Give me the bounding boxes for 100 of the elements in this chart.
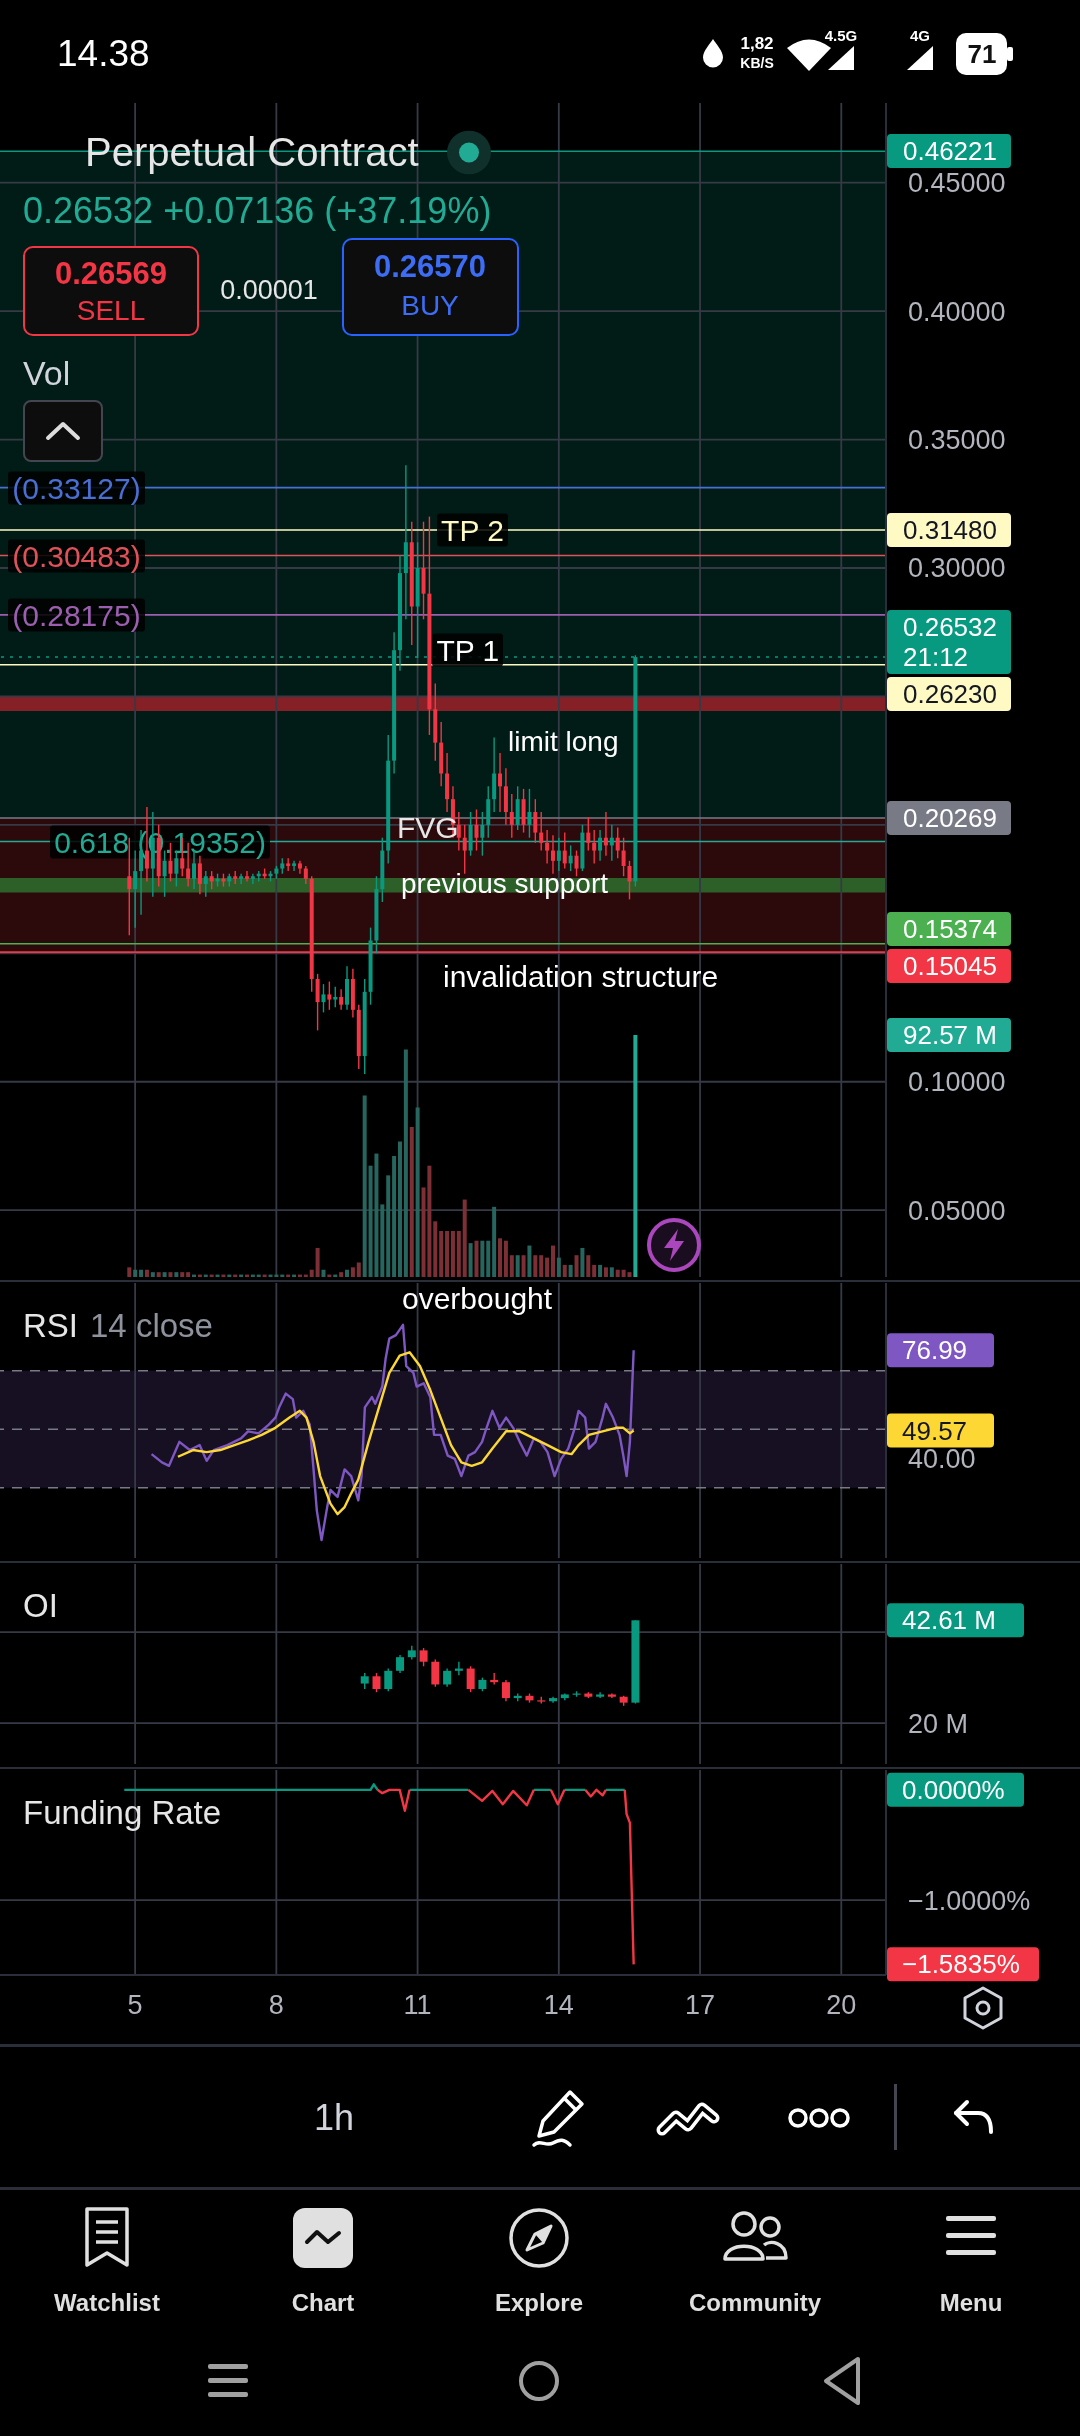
bar	[586, 1255, 591, 1277]
bar	[521, 1255, 526, 1277]
bar	[562, 1264, 567, 1277]
bar	[397, 1141, 402, 1277]
ref-line-label: 0.26532 21:12	[903, 612, 997, 673]
candlestick	[627, 860, 632, 901]
annotation: (0.30483)	[8, 539, 145, 573]
candlestick	[339, 988, 344, 1011]
line-series	[176, 1351, 635, 1516]
bar	[474, 1240, 479, 1277]
bar	[433, 1221, 438, 1277]
text: KB/S	[740, 55, 774, 72]
bar	[403, 1049, 408, 1277]
candlestick	[545, 829, 550, 865]
bar	[339, 1272, 344, 1277]
bar	[315, 1247, 320, 1277]
annotation: overbought	[402, 1281, 553, 1315]
bar	[144, 1269, 149, 1277]
candlestick	[615, 826, 620, 859]
ref-line-label: 0.31480	[903, 514, 997, 545]
bar	[503, 1240, 508, 1277]
bar	[309, 1269, 314, 1277]
candlestick	[384, 1667, 393, 1692]
text: Chart	[291, 2288, 355, 2317]
bar	[498, 1238, 503, 1277]
bar	[468, 1243, 473, 1277]
bar	[492, 1206, 497, 1277]
candlestick	[239, 872, 244, 885]
bar	[568, 1264, 573, 1277]
ref-line-label: 0.15045	[903, 951, 997, 982]
bar	[380, 1204, 385, 1277]
y-tick-label: 0.05000	[908, 1195, 1006, 1226]
annotation: 0.26569	[54, 255, 168, 292]
text: Community	[689, 2288, 821, 2317]
bar	[556, 1257, 561, 1277]
annotation: (0.33127)	[8, 471, 145, 505]
bar	[480, 1240, 485, 1277]
text: Funding Rate	[23, 1794, 222, 1832]
bar	[168, 1272, 173, 1277]
text: 4.5G	[824, 26, 858, 45]
bar	[633, 1034, 638, 1277]
annotation: 0.00001	[220, 275, 318, 306]
x-tick-label: 8	[268, 1990, 284, 2021]
bar	[386, 1175, 391, 1277]
text: 0.26532 +0.07136 (+37.19%)	[23, 190, 492, 232]
candlestick	[203, 870, 208, 898]
candlestick	[321, 983, 326, 1014]
candlestick	[539, 811, 544, 852]
bar	[615, 1269, 620, 1277]
ref-line-label: 0.46221	[903, 136, 997, 167]
text: RSI	[23, 1307, 79, 1345]
text: 14.38	[57, 32, 150, 75]
bar	[509, 1255, 514, 1277]
candlestick	[568, 844, 573, 872]
y-tick-label: 0.35000	[908, 424, 1006, 455]
candlestick	[603, 811, 608, 857]
x-tick-label: 17	[685, 1990, 716, 2021]
x-tick-label: 14	[543, 1990, 574, 2021]
y-tick-label: 0.30000	[908, 553, 1006, 584]
bar	[445, 1231, 450, 1277]
bar	[456, 1231, 461, 1277]
candlestick	[327, 980, 332, 1011]
text: 1,82	[740, 33, 774, 54]
candlestick	[501, 1679, 510, 1702]
y-tick-label: 0.45000	[908, 168, 1006, 199]
bar	[180, 1272, 185, 1277]
y-tick-label: 76.99	[902, 1335, 968, 1366]
bar	[603, 1267, 608, 1277]
text: Explore	[494, 2288, 584, 2317]
y-tick-label: 42.61 M	[902, 1605, 996, 1636]
candlestick	[315, 973, 320, 1032]
text: 71	[967, 38, 997, 69]
candlestick	[621, 837, 626, 877]
y-tick-label: 0.0000%	[902, 1774, 1005, 1805]
candlestick	[480, 811, 485, 857]
bar	[533, 1255, 538, 1277]
bar	[592, 1264, 597, 1277]
candlestick	[550, 834, 555, 875]
candlestick	[533, 798, 538, 844]
bar	[545, 1257, 550, 1277]
ref-line-label: 0.20269	[903, 802, 997, 833]
bar	[150, 1272, 155, 1277]
bar	[515, 1255, 520, 1277]
candlestick	[498, 752, 503, 813]
bar	[609, 1267, 614, 1277]
candlestick	[127, 837, 132, 937]
bar	[392, 1156, 397, 1277]
candlestick	[396, 1654, 405, 1674]
text: 1h	[313, 2097, 355, 2139]
bar	[462, 1199, 467, 1277]
y-tick-label: 49.57	[902, 1415, 968, 1446]
bar	[580, 1247, 585, 1277]
x-tick-label: 20	[826, 1990, 857, 2021]
bar	[186, 1272, 191, 1277]
annotation: 0.26570	[373, 248, 487, 285]
y-tick-label: −1.5835%	[902, 1949, 1020, 1980]
candlestick	[372, 1672, 381, 1693]
y-tick-label: 0.40000	[908, 296, 1006, 327]
bar	[450, 1231, 455, 1277]
bar	[550, 1245, 555, 1277]
